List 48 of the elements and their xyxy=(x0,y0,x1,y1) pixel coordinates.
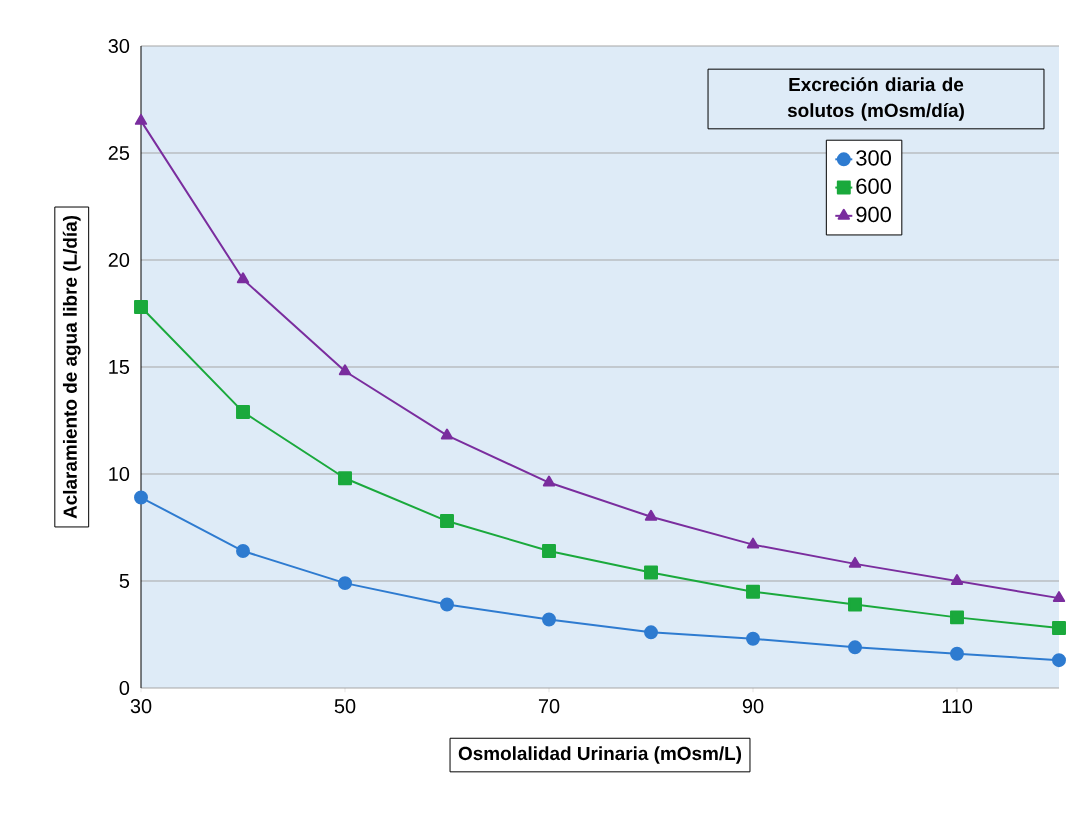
y-tick-label: 10 xyxy=(109,466,130,482)
x-tick-label: 30 xyxy=(130,699,152,714)
point xyxy=(236,544,250,558)
y-tick-label: 25 xyxy=(108,145,130,161)
point xyxy=(236,272,250,284)
point xyxy=(1052,653,1066,668)
point xyxy=(440,428,454,440)
y-tick-label: 5 xyxy=(119,574,130,588)
y-tick-label: 20 xyxy=(108,252,130,268)
y-tick-label: 15 xyxy=(109,360,130,374)
point xyxy=(848,640,862,655)
legend-label: 300 xyxy=(856,150,891,166)
point xyxy=(950,646,964,661)
point xyxy=(338,576,352,591)
point xyxy=(950,610,964,625)
legend-label: 900 xyxy=(856,206,891,223)
point xyxy=(746,584,760,599)
x-tick-label: 50 xyxy=(334,699,356,714)
x-tick-label: 110 xyxy=(942,699,973,714)
x-tick-label: 90 xyxy=(742,699,764,714)
point xyxy=(848,556,862,568)
x-tick-label: 70 xyxy=(538,699,560,714)
point xyxy=(644,625,658,640)
point xyxy=(542,544,556,558)
point xyxy=(1052,621,1066,636)
legend-label: 600 xyxy=(856,178,891,194)
point xyxy=(542,612,556,627)
point xyxy=(134,113,148,125)
y-tick-label: 30 xyxy=(108,38,130,54)
point xyxy=(338,364,352,376)
point xyxy=(746,631,760,646)
point xyxy=(440,514,454,529)
point xyxy=(338,471,352,486)
y-axis-title: Aclaramiento de agua libre (L/día) xyxy=(62,215,81,519)
legend-title: Excreción diaria de solutos (mOsm/día) xyxy=(787,77,964,121)
y-tick-label: 0 xyxy=(119,680,130,696)
point xyxy=(644,565,658,580)
point xyxy=(644,509,658,521)
point xyxy=(236,404,250,419)
point xyxy=(134,490,148,505)
point xyxy=(746,537,760,549)
point xyxy=(950,574,964,585)
point xyxy=(848,597,862,612)
point xyxy=(542,475,556,487)
x-axis-title: Osmolalidad Urinaria (mOsm/L) xyxy=(458,746,742,764)
point xyxy=(1052,591,1066,603)
point xyxy=(440,597,454,612)
point xyxy=(134,300,148,315)
